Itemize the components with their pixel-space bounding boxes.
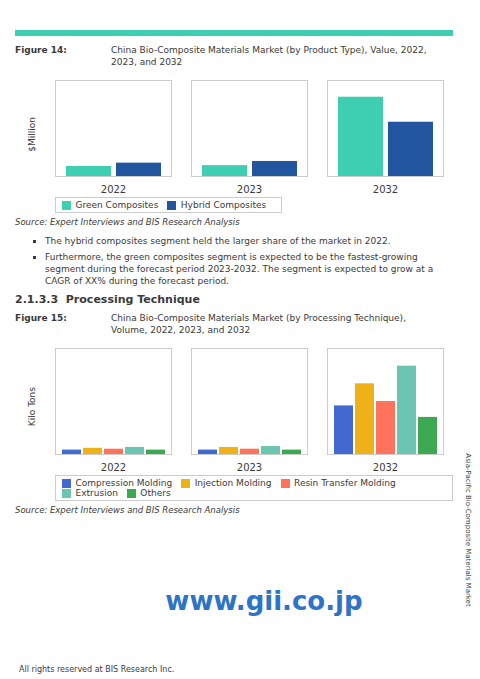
svg-text:2032: 2032 xyxy=(373,184,398,194)
html-text:Hybrid Composites: Hybrid Composites xyxy=(180,200,267,210)
svg-text:2022: 2022 xyxy=(101,184,126,194)
svg-text:2023: 2023 xyxy=(237,462,262,472)
html-text:Kilo Tons: Kilo Tons xyxy=(27,387,37,427)
html-text:China Bio-Composite Materials: China Bio-Composite Materials Market (by… xyxy=(111,313,406,335)
html-text:www.gii.co.jp: www.gii.co.jp xyxy=(165,586,363,616)
html-text:China Bio-Composite Materials: China Bio-Composite Materials Market (by… xyxy=(111,45,427,67)
html-text:$Million: $Million xyxy=(27,116,37,152)
svg-text:2023: 2023 xyxy=(237,184,262,194)
html-text:Extrusion: Extrusion xyxy=(75,488,118,498)
html-text:Compression Molding: Compression Molding xyxy=(75,478,173,488)
html-text:2.1.3.3 Processing Technique: 2.1.3.3 Processing Technique xyxy=(15,293,200,306)
html-text:Resin Transfer Molding: Resin Transfer Molding xyxy=(294,478,396,488)
html-text:Others: Others xyxy=(140,488,171,498)
html-text:Asia-Pacific Bio-Composite Mat: Asia-Pacific Bio-Composite Materials Mar… xyxy=(464,453,472,607)
html-text:Figure 15:: Figure 15: xyxy=(15,313,67,323)
html-text:The hybrid composites segment: The hybrid composites segment held the l… xyxy=(45,236,391,246)
html-text:Furthermore, the green composi: Furthermore, the green composites segmen… xyxy=(45,252,434,286)
svg-text:2032: 2032 xyxy=(373,462,398,472)
html-text:Injection Molding: Injection Molding xyxy=(194,478,272,488)
html-text:All rights reserved at BIS Res: All rights reserved at BIS Research Inc. xyxy=(19,665,175,674)
html-text:Source: Expert Interviews and: Source: Expert Interviews and BIS Resear… xyxy=(15,217,240,227)
svg-text:2022: 2022 xyxy=(101,462,126,472)
html-text:Figure 14:: Figure 14: xyxy=(15,45,67,55)
html-text:Source: Expert Interviews and: Source: Expert Interviews and BIS Resear… xyxy=(15,505,240,515)
html-text:Green Composites: Green Composites xyxy=(75,200,159,210)
